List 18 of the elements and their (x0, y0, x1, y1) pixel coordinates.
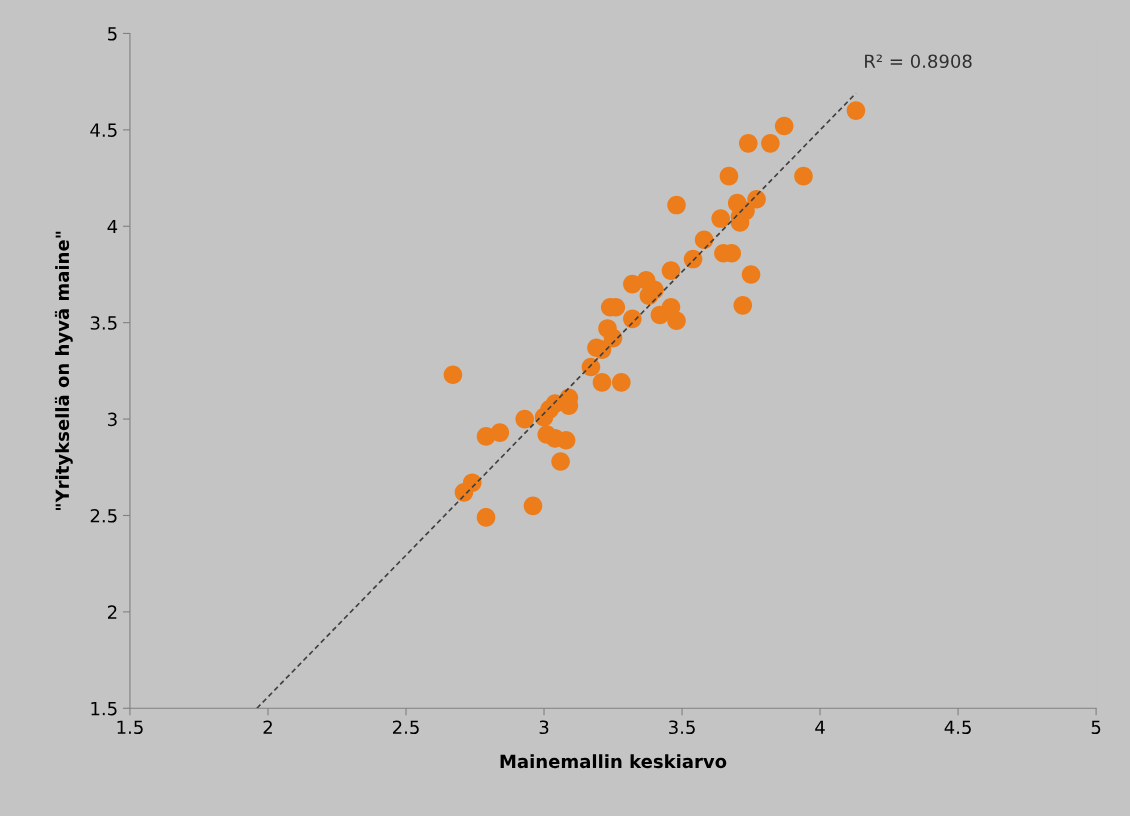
y-tick-label: 5 (108, 27, 117, 41)
x-tick-label: 4.5 (944, 720, 971, 735)
y-tick-label: 1.5 (91, 701, 117, 716)
y-axis-title: "Yrityksellä on hyvä maine" (54, 231, 73, 511)
y-tick-label: 2 (107, 605, 117, 619)
x-tick-label: 3 (539, 720, 549, 735)
x-tick-label: 2.5 (392, 720, 419, 735)
x-axis-title: Mainemallin keskiarvo (500, 754, 727, 769)
annotation: R² = 0.8908 (865, 54, 972, 69)
x-tick-label: 3.5 (669, 720, 695, 735)
x-tick-label: 4 (815, 720, 825, 734)
y-tick-label: 4.5 (90, 123, 117, 137)
x-tick-label: 2 (263, 720, 272, 734)
y-tick-label: 3 (108, 412, 117, 427)
x-tick-label: 5 (1091, 720, 1101, 735)
y-tick-label: 4 (107, 219, 118, 234)
y-tick-label: 2.5 (90, 508, 117, 523)
y-tick-label: 3.5 (90, 316, 117, 330)
